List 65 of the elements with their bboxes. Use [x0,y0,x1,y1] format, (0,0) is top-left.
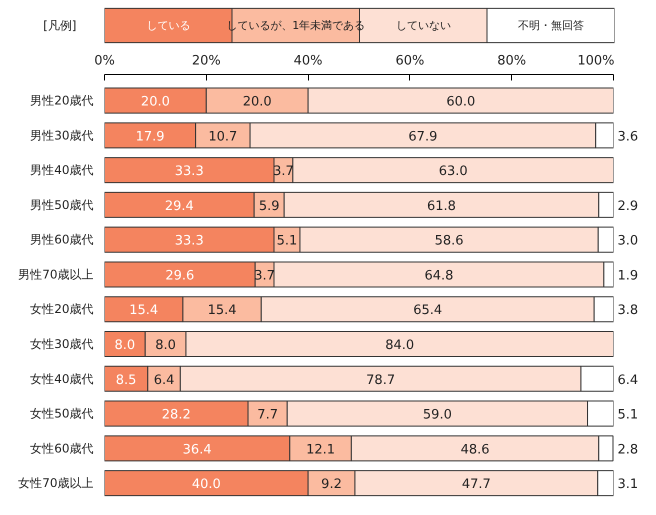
data-label: 28.2 [162,408,191,423]
x-tick-label: 80% [497,54,526,68]
y-tick-label: 女性50歳代 [30,406,94,421]
y-tick-label: 男性70歳以上 [18,267,94,282]
text: していない [396,19,451,32]
y-tick-label: 女性20歳代 [30,302,94,316]
data-label: 9.2 [321,477,342,492]
data-label: 6.4 [154,372,174,388]
data-label: 47.7 [462,477,491,492]
data-label: 8.0 [114,338,136,354]
data-label: 33.3 [174,164,204,180]
x-tick-label: 40% [294,54,323,68]
data-label: 7.7 [257,408,278,423]
data-label: 40.0 [192,477,221,492]
data-label: 84.0 [385,338,414,354]
data-label: 8.0 [155,338,176,354]
data-label: 5.1 [276,234,298,249]
data-label: 5.9 [258,198,280,214]
x-tick-label: 0% [94,54,115,68]
data-label: 8.5 [116,372,136,388]
x-tick-label: 100% [577,54,615,68]
data-label: 64.8 [424,268,454,284]
data-label: 65.4 [413,303,442,318]
data-label: 58.6 [434,234,464,249]
legend-title: [凡例] [43,18,77,32]
y-tick-label: 女性70歳以上 [18,476,94,490]
data-label: 3.1 [618,477,638,492]
data-label: 29.6 [165,268,194,284]
x-tick-label: 20% [192,54,221,68]
y-tick-label: 女性40歳代 [30,372,94,386]
y-tick-label: 女性60歳代 [30,441,94,456]
data-label: 60.0 [446,94,476,110]
text: している [146,19,190,32]
data-label: 29.4 [164,198,194,214]
data-label: 5.1 [618,408,638,423]
data-label: 36.4 [182,442,212,458]
data-label: 3.6 [618,129,638,144]
data-label: 2.8 [618,442,638,458]
y-tick-label: 女性30歳代 [30,337,94,352]
data-label: 17.9 [136,129,165,144]
data-label: 3.8 [618,303,638,318]
data-label: 15.4 [208,303,237,318]
data-label: 6.4 [618,372,638,388]
y-tick-label: 男性30歳代 [30,128,94,142]
data-label: 48.6 [460,442,490,458]
y-tick-label: 男性40歳代 [30,163,94,178]
data-label: 63.0 [438,164,468,180]
y-tick-label: 男性20歳代 [30,94,94,108]
data-label: 33.3 [174,234,204,249]
data-label: 67.9 [408,129,438,144]
data-label: 61.8 [426,198,456,214]
data-label: 3.0 [618,234,638,249]
data-label: 20.0 [242,94,272,110]
y-tick-label: 男性50歳代 [30,198,94,212]
data-label: 15.4 [129,303,158,318]
data-label: 10.7 [208,129,238,144]
x-tick-label: 60% [395,54,424,68]
data-label: 78.7 [366,372,396,388]
y-tick-label: 男性60歳代 [30,232,94,247]
text: 不明・無回答 [518,19,584,32]
data-label: 12.1 [306,442,336,458]
data-label: 1.9 [618,268,638,284]
data-label: 59.0 [422,408,452,423]
data-label: 2.9 [618,198,638,214]
data-label: 20.0 [140,94,170,110]
